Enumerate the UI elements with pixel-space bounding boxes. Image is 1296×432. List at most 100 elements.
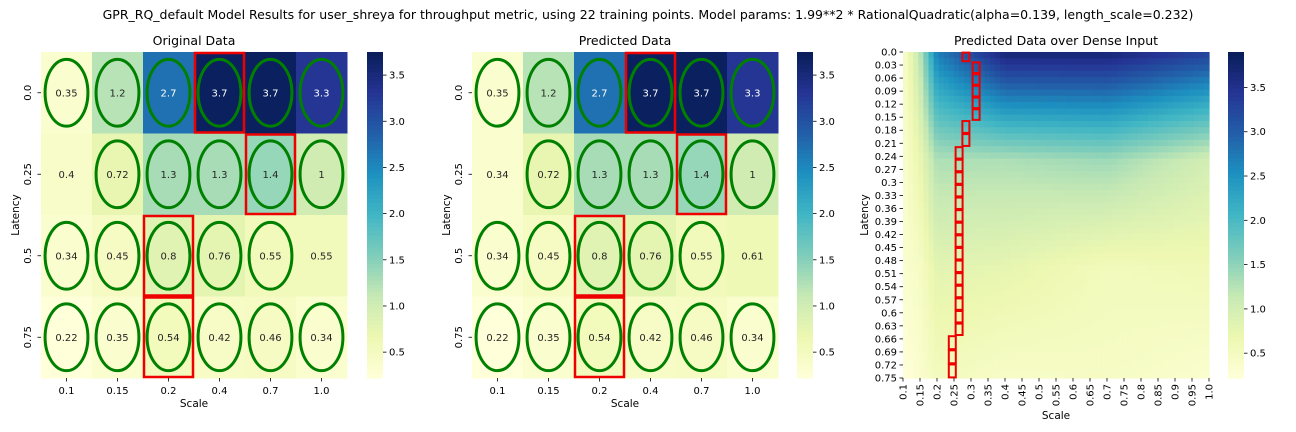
dense-cell (1056, 177, 1062, 185)
dense-cell (994, 52, 1001, 59)
dense-cell (1076, 265, 1083, 273)
colorbar-segment (797, 174, 813, 179)
x-tick-label: 1.0 (314, 386, 330, 397)
x-tick-label: 0.9 (1171, 384, 1182, 400)
dense-cell (913, 120, 919, 128)
dense-cell (954, 277, 960, 285)
dense-cell (959, 340, 965, 348)
dense-cell (1188, 95, 1195, 103)
dense-cell (928, 271, 935, 279)
dense-cell (928, 265, 935, 273)
dense-cell (1137, 283, 1144, 291)
dense-cell (1010, 120, 1016, 128)
dense-cell (913, 89, 919, 97)
dense-cell (1061, 208, 1067, 216)
dense-cell (979, 108, 986, 116)
dense-cell (1056, 359, 1062, 367)
dense-cell (1010, 321, 1016, 329)
y-tick-label: 0.66 (875, 334, 897, 345)
dense-cell (1107, 83, 1113, 91)
dense-cell (1203, 309, 1210, 316)
training-point-ellipse (247, 220, 294, 291)
dense-cell (1101, 114, 1108, 122)
dense-cell (1163, 290, 1169, 298)
dense-cell (1132, 164, 1139, 172)
dense-cell (1035, 302, 1042, 310)
colorbar-segment (1228, 345, 1244, 351)
dense-cell (1178, 315, 1185, 323)
optimum-cell-box (142, 296, 195, 379)
dense-cell (1020, 202, 1026, 210)
dense-cell (1066, 302, 1072, 310)
dense-cell (938, 240, 945, 247)
dense-cell (1096, 240, 1103, 247)
dense-cell (1071, 183, 1077, 191)
dense-cell (1152, 202, 1159, 210)
dense-cell (1178, 183, 1185, 191)
dense-cell (1025, 64, 1032, 72)
dense-cell (1168, 346, 1174, 354)
dense-cell (1132, 246, 1139, 254)
dense-cell (928, 202, 935, 210)
dense-cell (1040, 233, 1047, 241)
dense-cell (1132, 139, 1139, 147)
dense-cell (979, 83, 986, 91)
dense-cell (1117, 227, 1123, 235)
dense-cell (1193, 196, 1200, 204)
dense-cell (1152, 189, 1159, 197)
dense-cell (1168, 309, 1174, 316)
dense-cell (1173, 215, 1179, 222)
dense-cell (1168, 183, 1174, 191)
dense-cell (1107, 77, 1113, 84)
training-point-ellipse (145, 57, 192, 128)
dense-cell (1030, 89, 1037, 97)
dense-cell (1142, 208, 1149, 216)
colorbar-segment (367, 341, 383, 346)
dense-cell (1061, 265, 1067, 273)
dense-cell (1203, 290, 1210, 298)
dense-cell (1183, 95, 1190, 103)
dense-cell (1137, 359, 1144, 367)
colorbar-segment (367, 104, 383, 110)
dense-cell (964, 202, 970, 210)
dense-cell (999, 321, 1006, 329)
heatmap-cell (194, 215, 246, 297)
dense-cell (1158, 309, 1164, 316)
dense-cell (1178, 246, 1185, 254)
dense-cell (1086, 309, 1093, 316)
dense-cell (1050, 321, 1057, 329)
dense-cell (1015, 327, 1021, 335)
dense-cell (1050, 352, 1057, 360)
dense-cell (1168, 83, 1174, 91)
dense-cell (1193, 120, 1200, 128)
dense-cell (1030, 83, 1037, 91)
colorbar-segment (797, 369, 813, 375)
training-point-ellipse (678, 220, 725, 291)
dense-cell (908, 365, 914, 373)
dense-cell (1066, 327, 1072, 335)
dense-cell (974, 152, 981, 160)
heatmap-cell (296, 215, 348, 297)
optimum-point-box (954, 146, 964, 160)
dense-cell (1188, 196, 1195, 204)
cell-value-label: 3.7 (643, 88, 659, 99)
dense-cell (1168, 265, 1174, 273)
cell-value-label: 0.34 (486, 251, 508, 262)
dense-cell (979, 327, 986, 335)
dense-cell (1081, 77, 1088, 84)
dense-cell (1010, 77, 1016, 84)
optimum-point-box (954, 259, 964, 273)
dense-cell (1137, 127, 1144, 135)
dense-cell (1066, 83, 1072, 91)
dense-cell (1010, 277, 1016, 285)
dense-cell (1086, 302, 1093, 310)
dense-cell (1005, 127, 1011, 135)
dense-cell (1173, 146, 1179, 153)
dense-cell (908, 252, 914, 260)
heatmap-cell (574, 133, 626, 216)
dense-cell (1050, 70, 1057, 78)
dense-cell (1122, 202, 1128, 210)
dense-cell (1045, 139, 1052, 147)
dense-cell (1101, 102, 1108, 110)
dense-cell (1071, 108, 1077, 116)
